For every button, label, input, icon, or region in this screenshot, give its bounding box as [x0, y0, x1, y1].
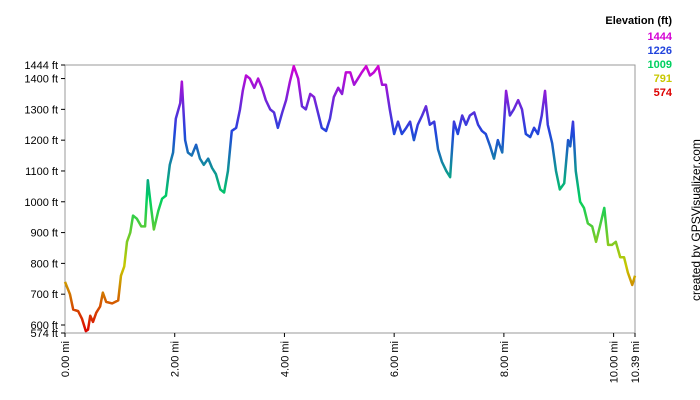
y-tick-label: 900 ft — [30, 228, 58, 240]
y-tick-label: 800 ft — [30, 258, 58, 270]
x-tick-label: 4.00 mi — [279, 341, 291, 377]
x-tick-label: 10.00 mi — [609, 341, 621, 383]
y-tick-label: 1300 ft — [24, 104, 58, 116]
y-tick-label: 1400 ft — [24, 74, 58, 86]
y-tick-label: 1000 ft — [24, 197, 58, 209]
x-tick-label: 6.00 mi — [389, 341, 401, 377]
legend-value: 1009 — [648, 59, 672, 71]
legend-title: Elevation (ft) — [605, 15, 672, 27]
y-tick-label: 574 ft — [30, 328, 58, 340]
legend-value: 1444 — [648, 31, 673, 43]
x-tick-label: 8.00 mi — [499, 341, 511, 377]
legend-value: 574 — [654, 87, 673, 99]
x-tick-label: 10.39 mi — [630, 341, 642, 383]
elevation-line — [63, 64, 637, 333]
x-tick-label: 2.00 mi — [170, 341, 182, 377]
y-tick-label: 1200 ft — [24, 135, 58, 147]
legend-value: 1226 — [648, 45, 672, 57]
y-tick-label: 700 ft — [30, 289, 58, 301]
y-tick-label: 1100 ft — [25, 166, 58, 178]
x-tick-label: 0.00 mi — [60, 341, 72, 377]
credit: created by GPSVisualizer.com — [689, 139, 700, 301]
y-tick-label: 1444 ft — [24, 60, 58, 72]
legend-value: 791 — [654, 73, 672, 85]
plot-frame — [64, 64, 636, 334]
y-tick-label: 600 ft — [30, 320, 58, 332]
